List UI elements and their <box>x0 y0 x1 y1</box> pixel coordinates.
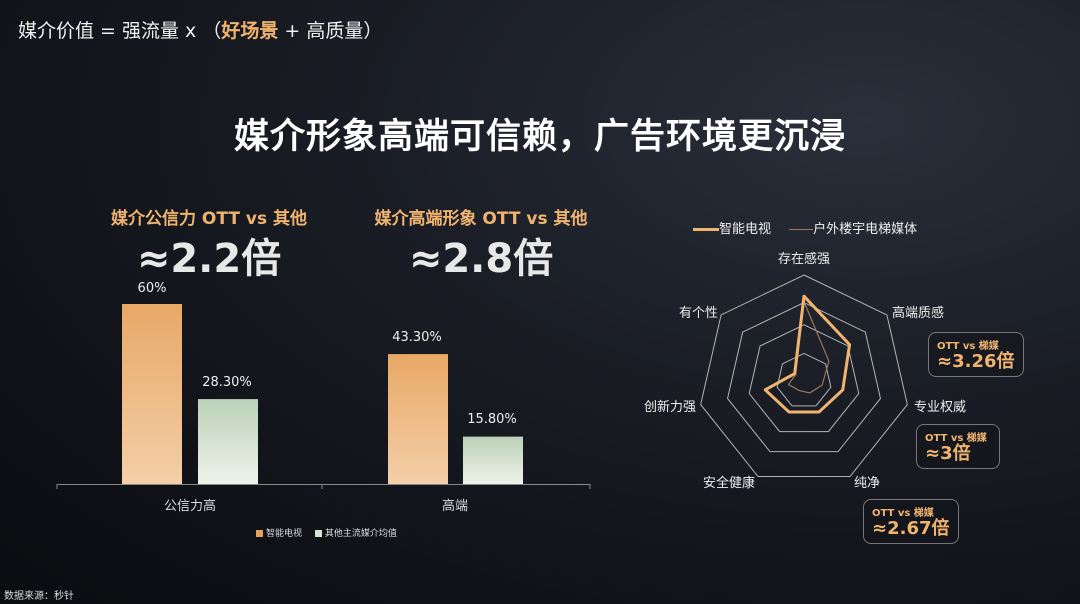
radar-axis-label: 创新力强 <box>644 400 697 415</box>
legend-swatch-other <box>314 530 322 537</box>
bar-legend: 智能电视 其他主流媒介均值 <box>256 526 397 539</box>
legend-line-tv <box>693 228 719 231</box>
kpi-value-premium: ≈2.8倍 <box>408 236 554 282</box>
legend-line-elevator <box>789 229 814 230</box>
callout-value: ≈3倍 <box>925 443 971 464</box>
bar-label: 28.30% <box>202 375 252 390</box>
callout-subtitle: OTT vs 梯媒 <box>937 341 999 352</box>
radar-grid-ring <box>700 274 908 478</box>
radar-axis-label: 专业权威 <box>914 400 967 415</box>
radar-series-elevator <box>787 300 830 394</box>
radar-grid-ring <box>748 324 860 433</box>
bar-tv <box>122 304 182 484</box>
callout-subtitle: OTT vs 梯媒 <box>925 433 987 444</box>
formula-prefix: 媒介价值 = 强流量 x （ <box>18 20 222 42</box>
data-source: 数据来源：秒针 <box>4 591 74 602</box>
callout-value: ≈2.67倍 <box>872 518 950 539</box>
category-label: 高端 <box>441 499 468 514</box>
radar-series-tv <box>763 294 852 414</box>
legend-label: 其他主流媒介均值 <box>324 529 397 539</box>
bar-other <box>463 436 523 484</box>
kpi-value-credibility: ≈2.2倍 <box>136 236 282 282</box>
bar-label: 43.30% <box>392 330 442 345</box>
radar-axis-label: 有个性 <box>679 306 719 321</box>
callout-pure: OTT vs 梯媒 ≈2.67倍 <box>863 499 959 544</box>
formula-heading: 媒介价值 = 强流量 x （好场景 + 高质量） <box>18 16 382 43</box>
legend-label: 智能电视 <box>266 529 303 539</box>
category-label: 公信力高 <box>163 499 216 514</box>
radar-axis-label: 安全健康 <box>703 476 756 491</box>
callout-authority: OTT vs 梯媒 ≈3倍 <box>916 424 1000 469</box>
bar-label: 60% <box>137 281 167 296</box>
bar-label: 15.80% <box>467 412 517 427</box>
bar-tv <box>388 354 448 484</box>
page-title: 媒介形象高端可信赖，广告环境更沉浸 <box>233 117 846 157</box>
formula-highlight: 好场景 <box>221 20 279 42</box>
legend-swatch-tv <box>256 530 263 537</box>
legend-label: 智能电视 <box>719 222 772 237</box>
radar-grid-ring <box>726 302 882 453</box>
callout-premium: OTT vs 梯媒 ≈3.26倍 <box>928 332 1024 377</box>
legend-label: 户外楼宇电梯媒体 <box>813 222 918 237</box>
kpi-label-premium: 媒介高端形象 OTT vs 其他 <box>374 209 588 229</box>
bar-other <box>198 399 258 484</box>
formula-suffix: + 高质量） <box>278 20 383 42</box>
radar-legend: 智能电视 户外楼宇电梯媒体 <box>693 218 917 237</box>
radar-axis-label: 存在感强 <box>778 252 831 267</box>
callout-value: ≈3.26倍 <box>937 351 1015 372</box>
kpi-label-credibility: 媒介公信力 OTT vs 其他 <box>111 209 307 229</box>
radar-axis-label: 纯净 <box>854 476 881 491</box>
radar-axis-label: 高端质感 <box>892 306 945 321</box>
callout-subtitle: OTT vs 梯媒 <box>872 508 934 519</box>
